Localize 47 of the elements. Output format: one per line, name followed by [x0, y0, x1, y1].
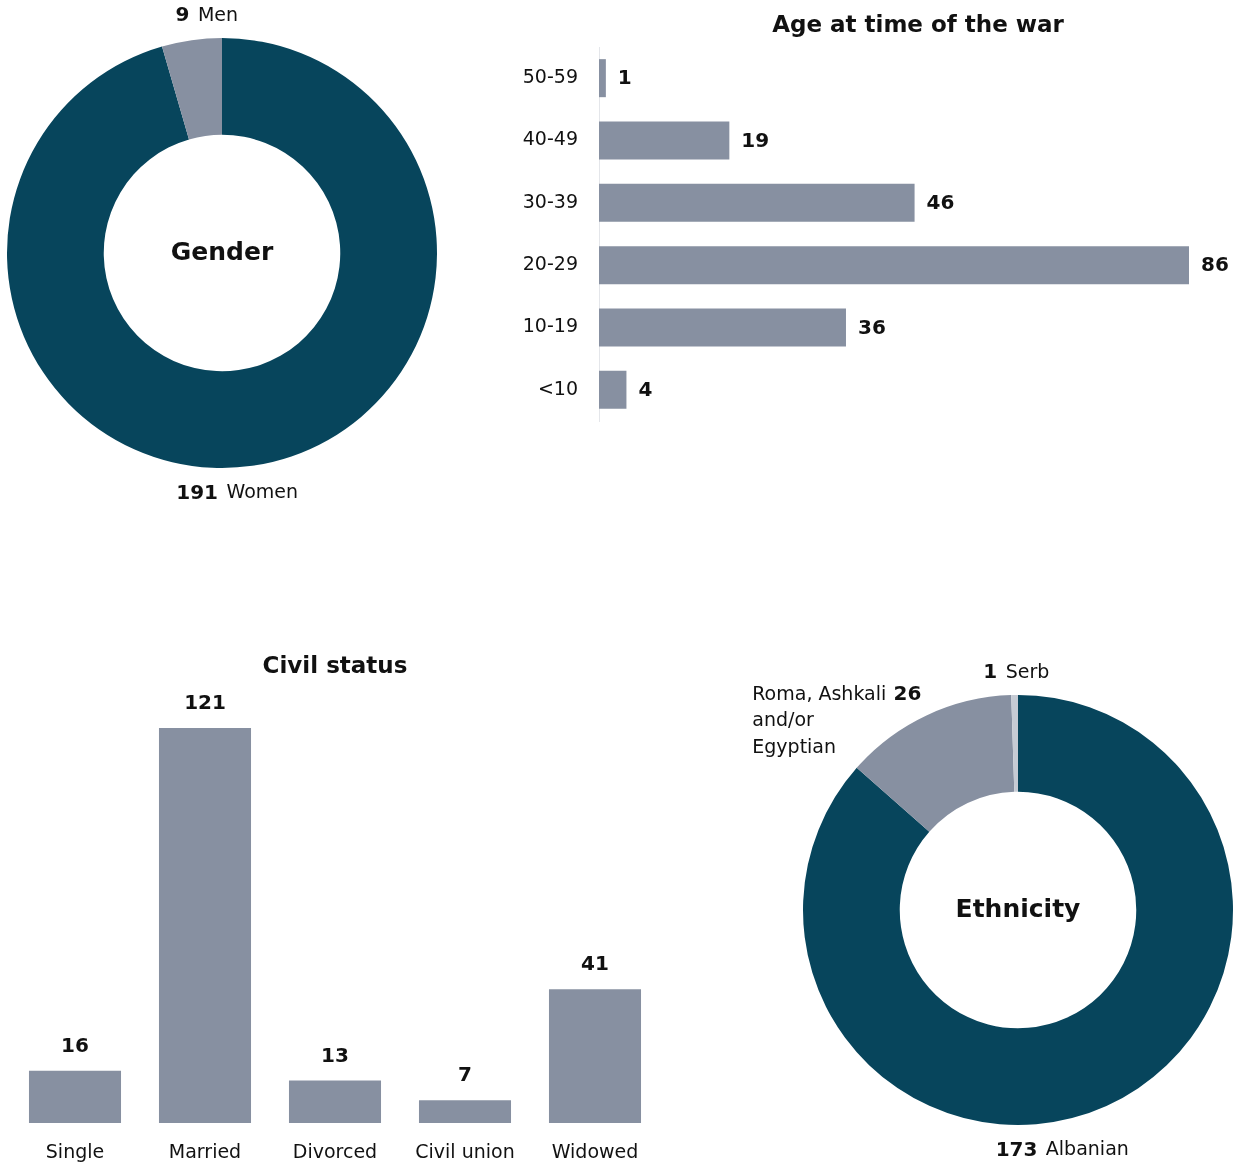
x-tick-label: Single — [45, 1140, 105, 1163]
y-tick-label: 30-39 — [522, 189, 578, 212]
text: Gender — [170, 236, 274, 266]
y-tick-label: 40-49 — [522, 127, 578, 150]
data-label: 19 — [741, 127, 770, 152]
bar — [418, 1100, 512, 1123]
slice-label: Roma, Ashkali and/or Egyptian — [752, 681, 887, 757]
data-label: 13 — [321, 1042, 349, 1067]
slice-label: Serb — [1005, 660, 1050, 683]
bar — [28, 1070, 122, 1123]
data-label: 1 — [983, 659, 998, 684]
slice-label: Men — [197, 3, 239, 26]
data-label: 7 — [458, 1062, 472, 1087]
data-label: 121 — [184, 690, 226, 715]
x-tick-label: Civil union — [415, 1140, 515, 1163]
bar — [599, 59, 606, 98]
bar — [599, 121, 730, 160]
bar — [288, 1080, 382, 1123]
chart-title: Age at time of the war — [772, 10, 1065, 37]
data-label: 173 — [995, 1137, 1038, 1162]
x-tick-label: Married — [168, 1140, 242, 1163]
bar — [548, 989, 642, 1123]
data-label: 16 — [61, 1032, 89, 1057]
bar — [599, 308, 846, 347]
data-label: 4 — [638, 377, 653, 402]
slice-label: Women — [226, 480, 299, 503]
data-label: 86 — [1201, 252, 1229, 277]
y-tick-label: <10 — [537, 376, 578, 399]
data-label: 9 — [175, 2, 190, 27]
x-tick-label: Widowed — [551, 1140, 639, 1163]
data-label: 36 — [857, 314, 886, 339]
y-tick-label: 10-19 — [522, 314, 578, 337]
x-tick-label: Divorced — [292, 1140, 378, 1163]
data-label: 1 — [617, 65, 632, 90]
y-tick-label: 50-59 — [522, 65, 578, 88]
bar — [599, 183, 915, 222]
bar — [599, 370, 627, 409]
chart-title: Civil status — [262, 651, 408, 678]
slice-label: Albanian — [1045, 1137, 1129, 1160]
bar — [158, 728, 252, 1123]
data-label: 26 — [893, 680, 922, 705]
y-tick-label: 20-29 — [522, 252, 578, 275]
data-label: 191 — [176, 480, 219, 505]
text: Ethnicity — [955, 893, 1081, 923]
bar — [599, 246, 1189, 285]
data-label: 41 — [581, 951, 609, 976]
data-label: 46 — [926, 190, 955, 215]
